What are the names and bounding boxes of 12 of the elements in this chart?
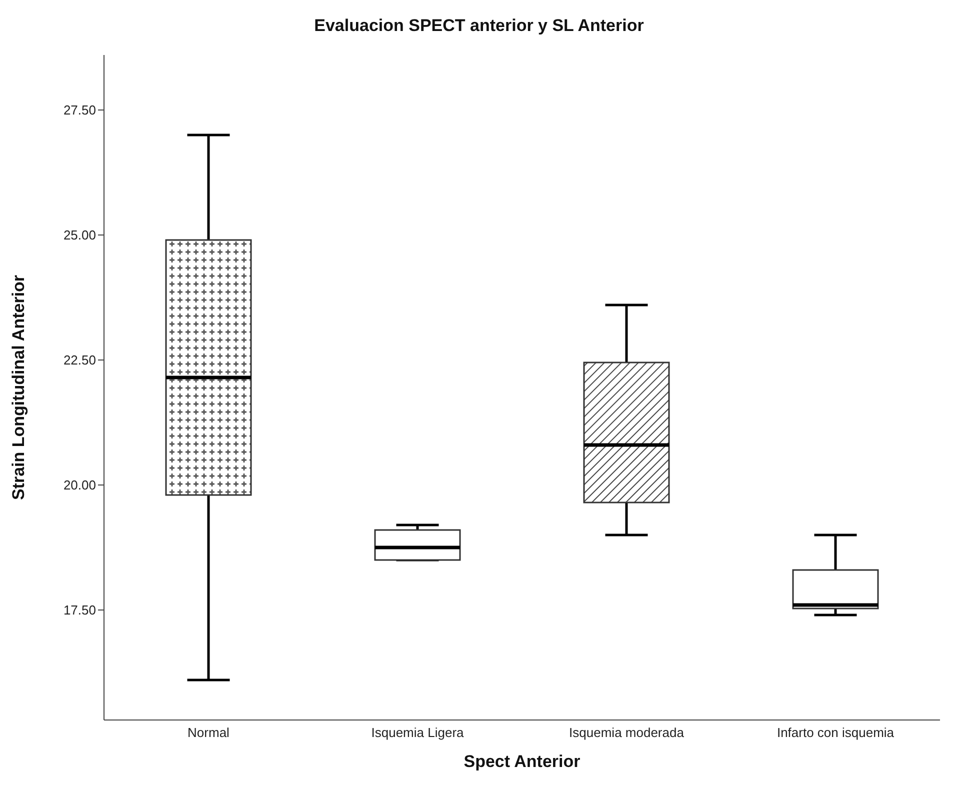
x-axis-title: Spect Anterior bbox=[464, 752, 581, 771]
y-tick-label: 22.50 bbox=[63, 352, 96, 368]
y-tick-label: 25.00 bbox=[63, 228, 96, 243]
y-axis-title: Strain Longitudinal Anterior bbox=[9, 274, 28, 500]
x-tick-label: Isquemia Ligera bbox=[371, 725, 465, 740]
x-tick-label: Normal bbox=[188, 725, 230, 740]
chart-title: Evaluacion SPECT anterior y SL Anterior bbox=[313, 16, 645, 36]
y-tick-label: 20.00 bbox=[63, 478, 96, 493]
x-tick-label: Infarto con isquemia bbox=[776, 725, 895, 740]
y-tick-label: 27.50 bbox=[63, 102, 96, 118]
y-tick-label: 17.50 bbox=[63, 602, 96, 618]
x-tick-label: Isquemia moderada bbox=[569, 725, 685, 740]
